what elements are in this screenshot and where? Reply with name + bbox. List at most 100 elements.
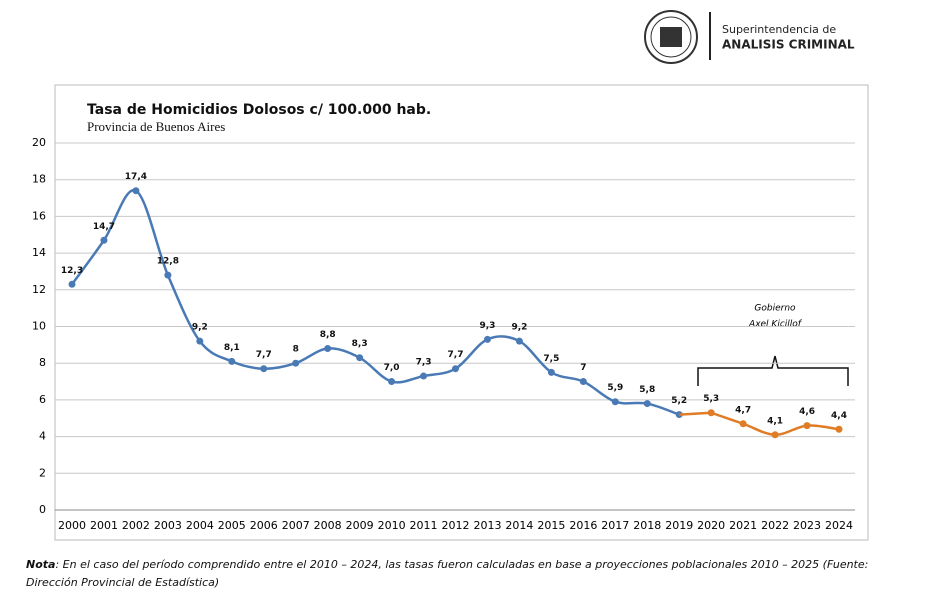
x-tick-label: 2017 [601, 519, 629, 532]
note-label: Nota [26, 558, 56, 571]
y-tick-label: 14 [32, 246, 46, 259]
x-tick-label: 2022 [761, 519, 789, 532]
point [739, 420, 747, 428]
x-tick-label: 2019 [665, 519, 693, 532]
y-tick-label: 12 [32, 283, 46, 296]
note-text: : En el caso del período comprendido ent… [26, 558, 869, 589]
x-tick-label: 2024 [825, 519, 853, 532]
value-label: 4,6 [799, 407, 815, 417]
point [643, 400, 651, 408]
point [579, 378, 587, 386]
value-label: 4,7 [735, 405, 751, 415]
point [803, 422, 811, 430]
value-label: 7,3 [416, 358, 432, 368]
x-tick-label: 2008 [314, 519, 342, 532]
value-label: 4,4 [831, 411, 847, 421]
note: Nota: En el caso del período comprendido… [26, 556, 886, 592]
point [388, 378, 396, 386]
annotation-line2: Axel Kicillof [748, 320, 803, 330]
value-label: 8 [293, 345, 299, 355]
point [707, 409, 715, 417]
x-tick-label: 2009 [346, 519, 374, 532]
x-tick-label: 2012 [442, 519, 470, 532]
value-label: 12,8 [157, 257, 179, 267]
value-label: 8,8 [320, 330, 336, 340]
x-tick-label: 2006 [250, 519, 278, 532]
point [324, 345, 332, 353]
x-tick-label: 2016 [569, 519, 597, 532]
x-tick-label: 2003 [154, 519, 182, 532]
value-label: 7,0 [384, 363, 400, 373]
value-label: 17,4 [125, 172, 147, 182]
x-tick-label: 2000 [58, 519, 86, 532]
value-label: 7,7 [256, 350, 272, 360]
connector [679, 411, 712, 416]
annotation-line1: Gobierno [754, 304, 796, 314]
x-tick-label: 2010 [378, 519, 406, 532]
y-tick-label: 10 [32, 320, 46, 333]
x-tick-label: 2015 [537, 519, 565, 532]
value-label: 9,2 [511, 323, 527, 333]
x-tick-label: 2005 [218, 519, 246, 532]
point [228, 357, 236, 365]
org-line2: ANALISIS CRIMINAL [722, 38, 855, 52]
chart-title: Tasa de Homicidios Dolosos c/ 100.000 ha… [87, 102, 431, 118]
x-tick-label: 2021 [729, 519, 757, 532]
x-tick-label: 2013 [473, 519, 501, 532]
value-label: 8,3 [352, 339, 368, 349]
y-tick-label: 20 [32, 136, 46, 149]
bracket [697, 355, 849, 386]
value-label: 4,1 [767, 416, 783, 426]
point [452, 365, 459, 373]
x-tick-label: 2001 [90, 519, 118, 532]
point [196, 337, 204, 345]
org-line1: Superintendencia de [722, 23, 836, 36]
value-label: 9,2 [192, 323, 208, 333]
point [483, 335, 491, 343]
x-tick-label: 2011 [410, 519, 438, 532]
y-tick-label: 4 [39, 430, 46, 443]
value-label: 9,3 [479, 321, 495, 331]
point [515, 337, 523, 345]
x-tick-label: 2020 [697, 519, 725, 532]
chart: Superintendencia de ANALISIS CRIMINAL Ta… [32, 10, 869, 541]
point [771, 431, 779, 439]
value-label: 5,8 [639, 385, 655, 395]
value-label: 7 [580, 363, 586, 373]
point [547, 368, 555, 376]
y-tick-label: 18 [32, 173, 46, 186]
y-tick-label: 8 [39, 356, 46, 369]
y-tick-label: 6 [39, 393, 46, 406]
x-tick-label: 2023 [793, 519, 821, 532]
value-label: 7,7 [448, 350, 464, 360]
value-label: 7,5 [543, 354, 559, 364]
point [420, 372, 428, 380]
y-tick-label: 0 [39, 503, 46, 516]
x-tick-label: 2002 [122, 519, 150, 532]
y-tick-label: 16 [32, 209, 46, 222]
chart-subtitle: Provincia de Buenos Aires [87, 119, 225, 134]
point [292, 359, 300, 367]
chart-frame [54, 84, 869, 541]
point [835, 425, 843, 433]
logo [644, 10, 698, 64]
point [68, 280, 76, 288]
value-label: 5,9 [607, 383, 623, 393]
x-tick-label: 2018 [633, 519, 661, 532]
x-tick-label: 2004 [186, 519, 214, 532]
point [100, 236, 108, 244]
value-label: 12,3 [61, 266, 83, 276]
x-tick-label: 2014 [505, 519, 533, 532]
line [70, 189, 680, 416]
point [356, 354, 364, 362]
value-label: 5,2 [671, 396, 687, 406]
value-label: 5,3 [703, 394, 719, 404]
point [611, 398, 619, 406]
point [164, 271, 172, 279]
value-label: 14,7 [93, 222, 115, 232]
point [260, 365, 268, 373]
x-tick-label: 2007 [282, 519, 310, 532]
point [132, 187, 140, 195]
y-tick-label: 2 [39, 466, 46, 479]
